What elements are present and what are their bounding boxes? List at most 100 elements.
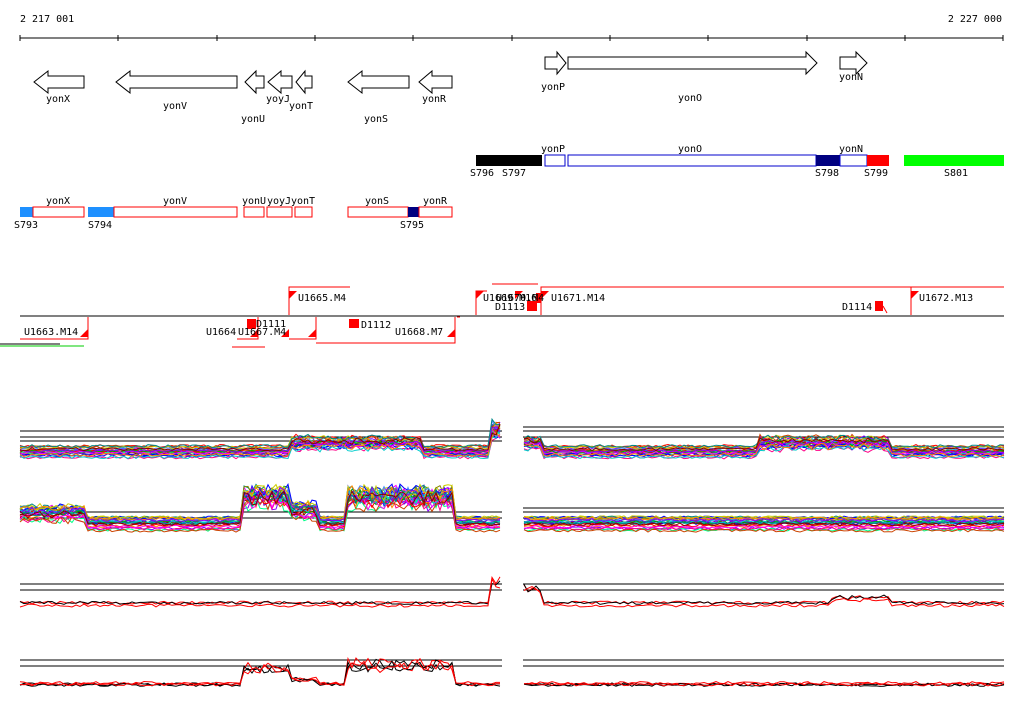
expression-trace <box>19 426 501 454</box>
box-label-yonS: yonS <box>365 196 389 207</box>
expression-panel-2 <box>19 482 1005 533</box>
gene-box-yonX[interactable] <box>32 206 85 218</box>
tu-label-U1668: U1668.M7 <box>395 327 443 338</box>
expression-trace <box>523 437 1005 452</box>
term-label-D1113: D1113 <box>495 302 525 313</box>
tu-label-U1663: U1663.M14 <box>24 327 78 338</box>
expression-trace <box>523 516 1005 521</box>
terminator-D1112[interactable] <box>349 319 359 328</box>
panel-3-traces <box>19 576 1005 608</box>
expression-trace <box>19 429 501 460</box>
gene-arrow-yonV[interactable] <box>115 69 238 95</box>
gene-label-yonU: yonU <box>241 114 265 125</box>
term-label-D1112: D1112 <box>361 320 391 331</box>
tu-label-U1664: U1664 <box>206 327 236 338</box>
panel-4-traces <box>19 656 1005 687</box>
gene-label-yonN: yonN <box>839 72 863 83</box>
gene-label-yoyJ: yoyJ <box>266 94 290 105</box>
gene-box-yonS[interactable] <box>347 206 409 218</box>
gene-box-yonU[interactable] <box>243 206 265 218</box>
tu-flag-U1672 <box>911 291 919 299</box>
tu-flag-U1666 <box>308 329 316 337</box>
tu-label-U1665: U1665.M4 <box>298 293 346 304</box>
box-label-yonX: yonX <box>46 196 70 207</box>
segment-S795[interactable] <box>408 207 419 217</box>
expression-trace <box>523 527 1005 532</box>
gene-arrow-yonO[interactable] <box>567 50 818 76</box>
expression-trace <box>19 577 501 608</box>
gene-arrow-yonS[interactable] <box>347 69 410 95</box>
expression-trace <box>19 417 501 449</box>
gene-label-yonR: yonR <box>422 94 447 105</box>
box-label-yoyJ: yoyJ <box>267 196 291 207</box>
terminator-D1113[interactable] <box>527 301 537 311</box>
tu-line-U1663 <box>20 317 89 340</box>
box-label-yonT: yonT <box>291 196 315 207</box>
gene-arrow-yonN[interactable] <box>839 50 868 76</box>
expression-trace <box>19 580 501 605</box>
tu-label-U1670: U1670.M4 <box>496 293 544 304</box>
box-label-yonR: yonR <box>423 196 448 207</box>
segment-label-S795: S795 <box>400 220 424 231</box>
expression-trace <box>523 445 1005 460</box>
expression-trace <box>19 659 501 687</box>
expression-trace <box>19 490 501 525</box>
gene-box-yonN[interactable] <box>839 154 868 167</box>
segment-S799[interactable] <box>867 155 889 166</box>
terminator-D1111[interactable] <box>247 319 256 329</box>
gene-box-yonP[interactable] <box>544 154 566 167</box>
box-label-yonP: yonP <box>541 144 565 155</box>
segment-label-S801: S801 <box>944 168 968 179</box>
tu-line-U1672 <box>910 286 1004 315</box>
expression-trace <box>523 681 1005 686</box>
tu-flag-U1670 <box>515 291 523 299</box>
expression-trace <box>19 427 501 455</box>
segment-S796[interactable] <box>476 155 542 166</box>
segment-track-right: yonP yonO yonN S796 S797 S798 S799 S801 <box>470 144 1004 179</box>
terminator-D1114[interactable] <box>875 301 883 311</box>
segment-label-S799: S799 <box>864 168 888 179</box>
segment-label-S793: S793 <box>14 220 38 231</box>
gene-box-yonT[interactable] <box>294 206 313 218</box>
tu-line-U1665 <box>288 286 350 315</box>
expression-trace <box>523 586 1005 608</box>
expression-trace <box>523 438 1005 454</box>
expression-trace <box>19 659 501 687</box>
gene-box-yonO[interactable] <box>567 154 817 167</box>
segment-S794[interactable] <box>88 207 114 217</box>
tu-line-U1664 <box>237 317 259 340</box>
expression-trace <box>523 584 1005 605</box>
tu-label-U1671: U1671.M14 <box>551 293 605 304</box>
panel-2-traces <box>19 482 1005 533</box>
segment-S798[interactable] <box>816 155 840 166</box>
tu-line-U1668 <box>316 317 456 344</box>
box-label-yonU: yonU <box>242 196 266 207</box>
gene-arrow-yonR[interactable] <box>418 69 453 95</box>
tu-line-U1667 <box>289 317 317 340</box>
segment-track-left: yonX yonV yonU yoyJ yonT yonS yonR S793 … <box>14 196 453 231</box>
gene-arrow-track <box>33 50 868 95</box>
expression-trace <box>19 496 501 533</box>
tu-label-U1667: U1667.M4 <box>238 327 286 338</box>
segment-S793[interactable] <box>20 207 33 217</box>
gene-label-yonT: yonT <box>289 101 313 112</box>
transcription-unit-track: U1665.M4 U1669.M16 U1670.M4 U1671.M14 U1… <box>0 283 1004 348</box>
coord-end: 2 227 000 <box>948 14 1002 25</box>
gene-box-yoyJ[interactable] <box>266 206 293 218</box>
gene-box-yonR[interactable] <box>418 206 453 218</box>
gene-arrow-yoyJ[interactable] <box>267 69 293 95</box>
gene-arrow-labels: yonX yonV yonU yoyJ yonT yonS yonR yonP … <box>46 72 863 125</box>
gene-label-yonV: yonV <box>163 101 187 112</box>
expression-trace <box>19 483 501 520</box>
tu-label-U1672: U1672.M13 <box>919 293 973 304</box>
segment-S801[interactable] <box>904 155 1004 166</box>
gene-arrow-yonT[interactable] <box>295 69 313 95</box>
gene-arrow-yonX[interactable] <box>33 69 85 95</box>
gene-box-yonV[interactable] <box>113 206 238 218</box>
expression-trace <box>19 423 501 452</box>
expression-trace <box>523 682 1005 687</box>
gene-arrow-yonP[interactable] <box>544 50 567 76</box>
gene-arrow-yonU[interactable] <box>244 69 265 95</box>
tu-flag-U1667 <box>281 329 289 337</box>
